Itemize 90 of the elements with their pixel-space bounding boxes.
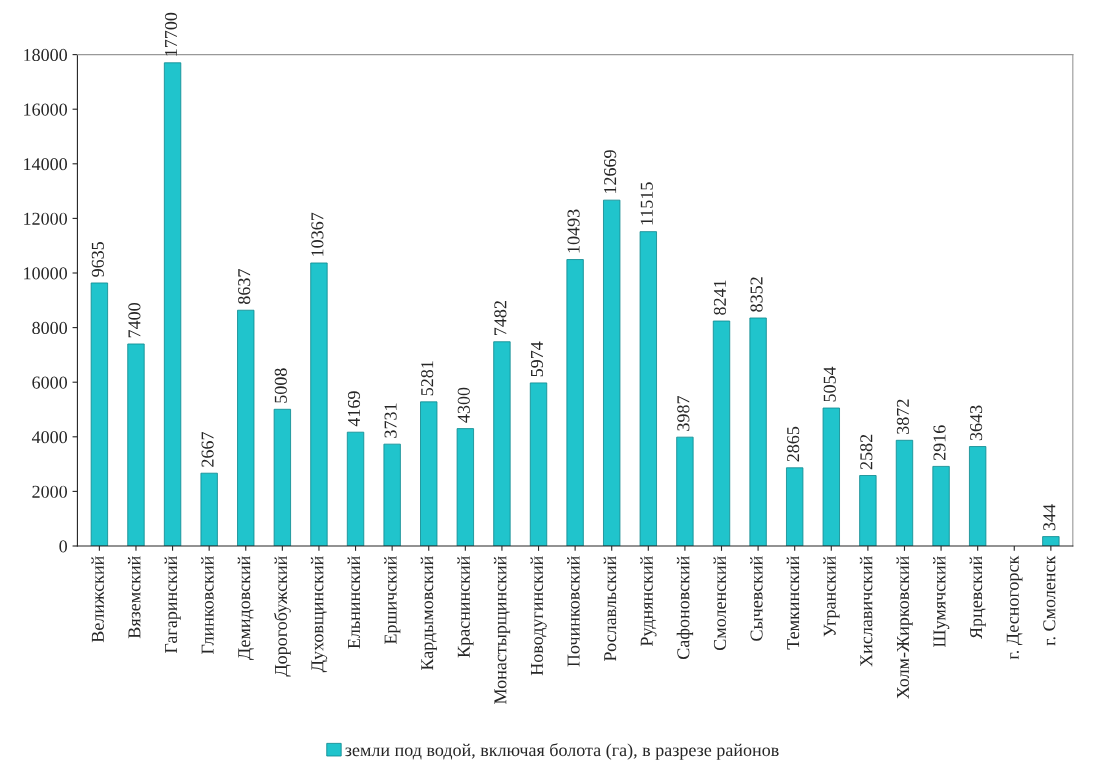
data-label: 4300: [457, 387, 470, 423]
bar: [90, 282, 109, 546]
x-tick-label: Смоленский: [713, 556, 727, 651]
x-tick-label: Вяземский: [127, 556, 141, 639]
y-tick-label: 6000: [32, 376, 68, 389]
y-tick-label: 12000: [24, 212, 68, 225]
x-tick-label: Краснинский: [457, 556, 474, 658]
bar: [493, 341, 511, 546]
y-tick-label: 16000: [24, 103, 68, 116]
bar: [273, 408, 292, 546]
data-label: 8637: [238, 269, 251, 304]
data-label: 8352: [750, 277, 763, 312]
x-tick-label: Духовщинский: [310, 556, 328, 673]
data-label: 5974: [530, 341, 544, 377]
bar: [529, 382, 548, 546]
x-tick-label: Ярцевский: [969, 556, 986, 639]
x-tick-label: Починковский: [567, 556, 580, 667]
bar: [346, 431, 365, 546]
data-label: 3731: [384, 403, 397, 438]
bar: [786, 467, 804, 546]
data-label: 2667: [201, 432, 214, 467]
y-tick-label: 8000: [32, 321, 68, 335]
x-tick-label: Холм-Жирковский: [896, 556, 913, 699]
x-tick-label: Темкинский: [786, 556, 800, 650]
bar: [639, 231, 657, 546]
data-label: 17700: [164, 12, 178, 56]
bar: [749, 317, 767, 546]
y-tick-label: 2000: [32, 485, 68, 498]
x-tick-label: Дорогобужский: [273, 556, 291, 677]
data-label: 12669: [604, 150, 617, 193]
data-label: 2865: [787, 426, 800, 462]
x-tick-label: Гагаринский: [164, 556, 181, 654]
bar: [822, 407, 840, 546]
data-label: 3987: [677, 396, 690, 431]
x-tick-label: г. Смоленск: [1043, 555, 1056, 646]
x-tick-label: Сычевский: [750, 556, 763, 641]
bar: [859, 475, 877, 546]
bar: [676, 436, 694, 546]
x-tick-label: Глинковский: [201, 556, 214, 655]
bar: [310, 262, 328, 546]
x-tick-label: Новодугинский: [530, 556, 547, 676]
bar: [603, 199, 621, 546]
data-label: 3643: [970, 405, 983, 441]
y-tick-label: 18000: [24, 48, 68, 62]
data-label: 2916: [933, 425, 946, 461]
data-label: 8241: [713, 280, 727, 315]
data-label: 5054: [823, 366, 836, 402]
bar: [127, 343, 145, 546]
bar: [969, 446, 987, 546]
data-label: 10367: [311, 212, 324, 256]
x-tick-label: Ершичский: [384, 556, 401, 645]
data-label: 10493: [567, 209, 580, 253]
bar: [712, 320, 731, 546]
x-tick-label: Хиславичский: [859, 556, 873, 667]
bar: [456, 428, 474, 546]
y-tick-label: 4000: [31, 431, 68, 444]
bar: [1042, 536, 1060, 546]
x-tick-label: г. Десногорск: [1006, 555, 1023, 660]
legend-label: земли под водой, включая болота (га), в разрезе районов: [345, 743, 779, 760]
data-label: 344: [1043, 504, 1056, 531]
x-tick-label: Угранский: [823, 556, 840, 637]
x-tick-label: Велижский: [91, 556, 104, 643]
data-label: 5281: [421, 361, 434, 396]
x-tick-label: Монастырщинский: [493, 556, 511, 704]
x-tick-label: Кардымовский: [420, 556, 437, 671]
bar: [932, 465, 950, 546]
bar: [895, 439, 914, 546]
data-label: 7482: [494, 301, 507, 335]
x-tick-label: Ельнинский: [347, 556, 361, 649]
x-tick-label: Сафоновский: [676, 556, 694, 659]
bar: [383, 443, 401, 546]
data-label: 4169: [347, 391, 361, 427]
y-tick-label: 0: [59, 540, 68, 553]
bar: [200, 472, 218, 546]
x-tick-label: Демидовский: [237, 556, 254, 660]
data-label: 3872: [896, 399, 909, 434]
y-tick-label: 14000: [24, 158, 68, 171]
bar: [420, 401, 438, 546]
x-tick-label: Рославльский: [603, 556, 617, 661]
x-tick-label: Шумячский: [933, 556, 950, 648]
bar: [163, 62, 182, 546]
y-tick-label: 10000: [24, 267, 68, 280]
bar: [237, 309, 255, 546]
data-label: 9635: [91, 242, 104, 277]
data-label: 2582: [860, 434, 873, 470]
x-tick-label: Руднянский: [640, 556, 657, 647]
data-label: 5008: [274, 368, 287, 403]
data-label: 11515: [640, 182, 653, 225]
bar: [566, 259, 584, 546]
data-label: 7400: [128, 303, 141, 338]
